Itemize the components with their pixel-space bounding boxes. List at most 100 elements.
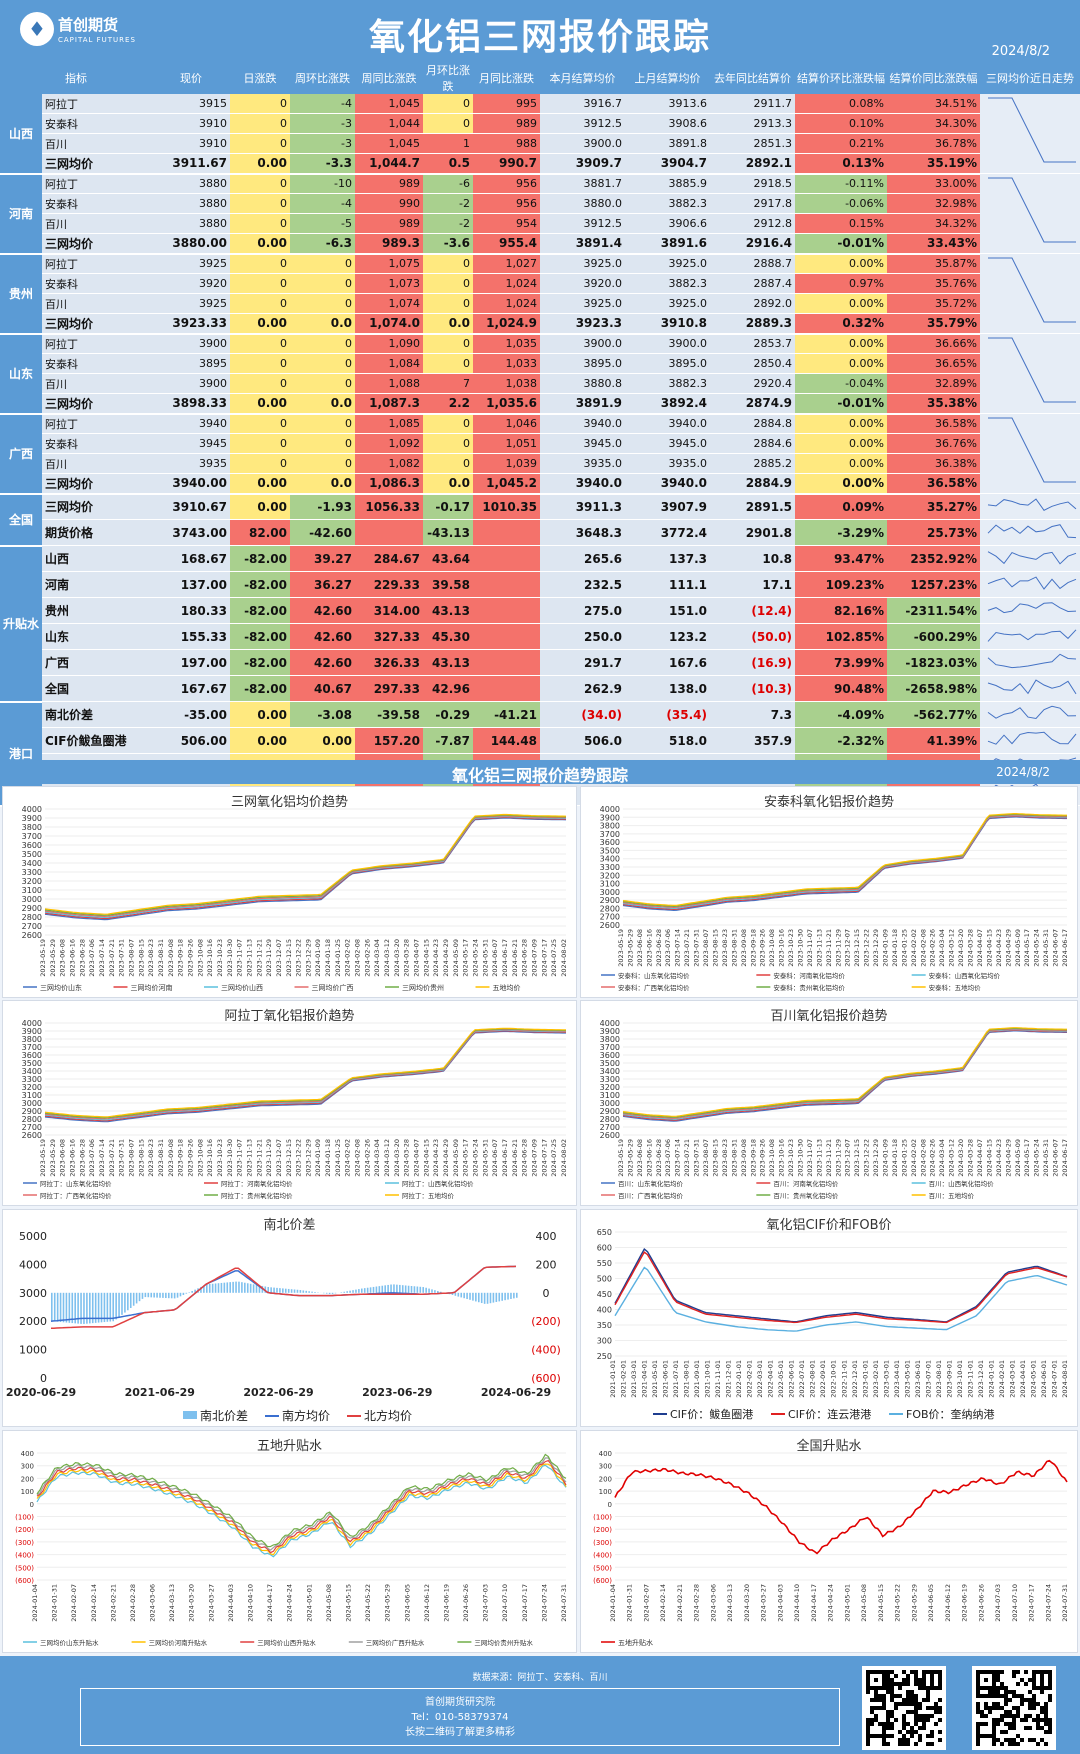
spread-bar: [498, 1292, 501, 1302]
chart-aladdin: 阿拉丁氧化铝报价趋势 2600 2700 2800 2900 3000 3100 3200 33…: [2, 1000, 577, 1206]
spread-bar: [127, 1292, 129, 1311]
table-cell: 0.15%: [795, 213, 887, 234]
series-line: [622, 1030, 1067, 1122]
row-label: 三网均价: [42, 493, 152, 520]
legend-label: 百川：山西氧化铝均价: [929, 1179, 995, 1188]
x-tick-label: 2024-05-09: [452, 1139, 460, 1177]
x-tick-label: 2024-05-24: [472, 939, 480, 977]
qr-code-icon[interactable]: [972, 1666, 1056, 1750]
y-tick-label: 300: [21, 1463, 34, 1471]
spread-bar: [293, 1289, 296, 1293]
group-label: 升贴水: [0, 545, 42, 703]
table-cell: 229.33: [355, 571, 423, 598]
x-tick-label: 2022-02-01: [746, 1360, 754, 1398]
x-tick-label: 2024-02-02: [910, 1139, 918, 1177]
y-tick-label: 3800: [600, 1035, 620, 1044]
table-row: 安泰科 3945 0 0 1,092 0 1,051 3945.0 3945.0 2884.6 0.…: [0, 433, 1080, 454]
spread-bar: [223, 1282, 226, 1293]
x-tick-label: 2021-11-01: [714, 1360, 722, 1398]
table-cell: 3900: [152, 373, 230, 394]
spread-bar: [399, 1284, 401, 1293]
table-cell: 0.00%: [795, 473, 887, 495]
table-cell: -82.00: [230, 623, 290, 650]
table-cell: 232.5: [540, 571, 625, 598]
x-tick-label: 2023-03-01: [882, 1360, 890, 1398]
x-tick-label: 2024-04-07: [976, 1139, 984, 1177]
x-tick-label: 2021-09-01: [693, 1360, 701, 1398]
x-tick-label: 2023-10-30: [226, 939, 234, 977]
spread-bar: [489, 1292, 492, 1304]
x-tick-label: 2024-07-31: [560, 1584, 568, 1622]
table-cell: 36.76%: [887, 433, 980, 454]
table-cell: 109.23%: [795, 571, 887, 598]
table-cell: 2916.4: [710, 233, 795, 255]
table-cell: [355, 519, 423, 546]
table-cell: -3: [290, 133, 355, 155]
table-cell: 32.98%: [887, 193, 980, 214]
table-cell: 1010.35: [473, 493, 540, 520]
x-tick-label: 2024-01-09: [314, 1139, 322, 1177]
table-cell: 1,027: [473, 253, 540, 274]
table-cell: 2891.5: [710, 493, 795, 520]
spread-bar: [232, 1281, 234, 1293]
qr-code-icon[interactable]: [862, 1666, 946, 1750]
table-cell: -82.00: [230, 545, 290, 572]
x-tick-label: 2023-11-01: [966, 1360, 974, 1398]
spread-bar: [94, 1292, 97, 1323]
x-tick-label: 2021-01-01: [609, 1360, 617, 1398]
x-tick-label: 2023-09-08: [740, 1139, 748, 1177]
series-line: [622, 814, 1067, 909]
x-tick-label: 2024-02-14: [90, 1584, 98, 1622]
y-tick-label: 3700: [600, 830, 620, 839]
table-cell: (35.4): [625, 701, 710, 728]
x-tick-label: 2024-05-01: [1029, 1360, 1037, 1398]
x-tick-label: 2021-10-01: [704, 1360, 712, 1398]
spread-bar: [226, 1282, 229, 1293]
table-cell: 3925: [152, 253, 230, 274]
table-cell: 36.58%: [887, 413, 980, 434]
row-label: 安泰科: [42, 193, 152, 214]
price-table: 指标 现价 日涨跌 周环比涨跌 周同比涨跌 月环比涨跌 月同比涨跌 本月结算均价 上月结算均价去…: [0, 62, 1080, 807]
x-tick-label: 2023-08-23: [721, 1139, 729, 1177]
spread-bar: [390, 1284, 392, 1293]
x-tick-label: 2024-02-07: [642, 1584, 650, 1622]
spread-bar: [74, 1292, 76, 1324]
x-tick-label: 2023-07-21: [108, 939, 116, 977]
x-tick-label: 2024-08-02: [560, 939, 568, 977]
table-cell: 197.00: [152, 649, 230, 676]
sparkline: [980, 413, 1080, 494]
col-header: 日涨跌: [230, 62, 290, 94]
y-tick-label: 400: [599, 1450, 612, 1458]
table-cell: 45.30: [423, 623, 473, 650]
spread-bar: [156, 1292, 158, 1298]
table-cell: 111.1: [625, 571, 710, 598]
x-tick-label: 2024-02-02: [344, 1139, 352, 1177]
table-cell: 1,035: [473, 333, 540, 354]
row-label: 三网均价: [42, 473, 152, 495]
x-tick-label: 2024-01-18: [324, 939, 332, 977]
spread-bar: [361, 1288, 363, 1293]
table-cell: 0.00%: [795, 333, 887, 354]
table-cell: 3940.0: [540, 413, 625, 434]
spread-bar: [387, 1284, 389, 1293]
x-tick-label: 2023-11-07: [806, 1139, 814, 1177]
x-tick-label: 2023-08-23: [147, 1139, 155, 1177]
table-cell: 1056.33: [355, 493, 423, 520]
table-cell: 2917.8: [710, 193, 795, 214]
y-tick-label: 3300: [22, 1075, 42, 1084]
y-tick-label: 3400: [22, 859, 42, 868]
y-tick-label: 4000: [22, 805, 42, 814]
x-tick-label: 2024-04-03: [227, 1584, 235, 1622]
table-cell: 1,044: [355, 113, 423, 135]
table-cell: 1,088: [355, 373, 423, 394]
y-tick-label: 3700: [22, 1043, 42, 1052]
table-cell: 36.27: [290, 571, 355, 598]
y-tick-label: 2600: [600, 921, 620, 930]
spread-bar: [249, 1283, 252, 1293]
table-row: 安泰科 3920 0 0 1,073 0 1,024 3920.0 3882.3 2887.4 0.…: [0, 273, 1080, 294]
x-tick-label: 2023-08-07: [127, 1139, 135, 1177]
spread-bar: [83, 1292, 85, 1324]
chart-title: 阿拉丁氧化铝报价趋势: [224, 1009, 355, 1024]
y-tick-label: 3000: [22, 895, 42, 904]
chart-title: 三网氧化铝均价趋势: [230, 795, 348, 810]
